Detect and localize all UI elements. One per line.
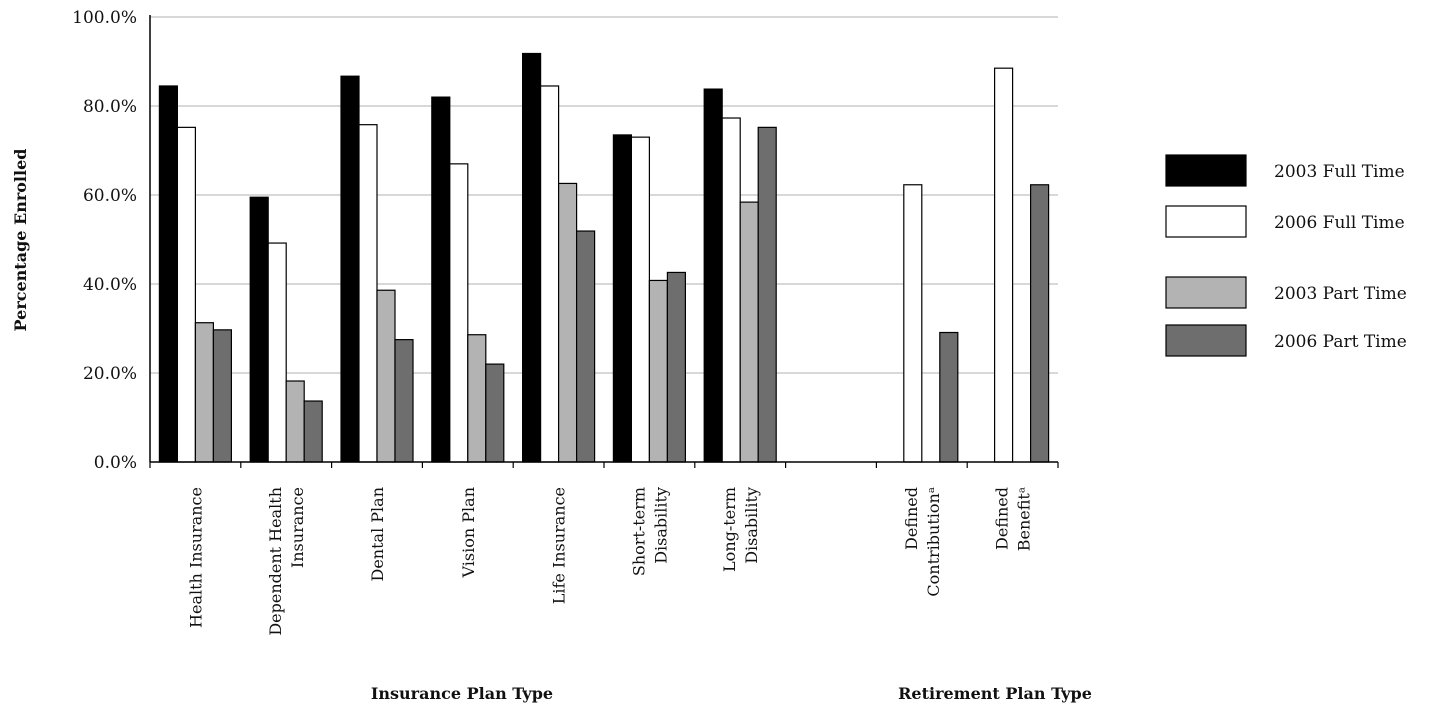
y-tick-label: 60.0% bbox=[83, 186, 137, 206]
x-category-label-line: Insurance bbox=[288, 487, 307, 568]
x-category-label-line: Disability bbox=[742, 487, 761, 564]
legend-swatch bbox=[1165, 154, 1247, 187]
bar bbox=[194, 322, 214, 463]
x-category-label-line: Life Insurance bbox=[550, 487, 569, 604]
legend-swatch bbox=[1165, 324, 1247, 357]
bar bbox=[212, 329, 232, 463]
legend-swatch bbox=[1165, 205, 1247, 238]
legend-label: 2006 Full Time bbox=[1274, 213, 1405, 233]
x-category-label-line: Dental Plan bbox=[368, 487, 387, 582]
y-tick-label: 0.0% bbox=[94, 453, 137, 473]
x-category-label-line: Defined bbox=[902, 487, 921, 550]
x-category-label: Short-term Disability bbox=[629, 487, 670, 576]
x-category-label: Long-term Disability bbox=[720, 487, 761, 572]
legend: 2003 Full Time 2006 Full Time 2003 Part Ti… bbox=[1165, 154, 1407, 357]
bar bbox=[666, 271, 687, 463]
bar bbox=[394, 339, 414, 463]
bar bbox=[176, 126, 196, 463]
legend-label: 2003 Part Time bbox=[1274, 284, 1407, 304]
x-category-label-line: Health Insurance bbox=[186, 487, 205, 628]
bar bbox=[340, 75, 360, 463]
x-category-label: Health Insurance bbox=[186, 487, 205, 628]
bar bbox=[721, 117, 741, 463]
bar bbox=[648, 279, 669, 463]
bar bbox=[467, 334, 487, 463]
legend-swatch bbox=[1165, 276, 1247, 309]
x-category-label-line: Benefitᵃ bbox=[1015, 487, 1034, 551]
bar bbox=[521, 52, 542, 463]
bar bbox=[993, 67, 1014, 463]
group-label-insurance: Insurance Plan Type bbox=[371, 684, 553, 703]
bars bbox=[158, 52, 1050, 463]
x-category-label-line: Dependent Health bbox=[266, 487, 285, 636]
bar bbox=[431, 96, 451, 463]
bar bbox=[249, 196, 269, 463]
x-category-label: Dental Plan bbox=[368, 487, 387, 582]
bar bbox=[376, 289, 396, 463]
x-category-label: Defined Benefitᵃ bbox=[993, 487, 1034, 551]
x-category-labels: Health Insurance Dependent Health Insuranc… bbox=[186, 487, 1033, 636]
bar bbox=[358, 124, 378, 463]
bar bbox=[1029, 184, 1050, 463]
x-category-label: Vision Plan bbox=[459, 487, 478, 578]
x-category-label-line: Long-term bbox=[720, 487, 739, 572]
bar bbox=[757, 126, 777, 463]
x-category-label-line: Defined bbox=[993, 487, 1012, 550]
bar bbox=[303, 400, 323, 463]
x-category-label-line: Contributionᵃ bbox=[924, 487, 943, 597]
x-category-label-line: Disability bbox=[651, 487, 670, 564]
x-category-label: Dependent Health Insurance bbox=[266, 487, 307, 636]
bar bbox=[939, 331, 959, 463]
x-category-label-line: Vision Plan bbox=[459, 487, 478, 578]
y-tick-label: 80.0% bbox=[83, 97, 137, 117]
y-axis-title: Percentage Enrolled bbox=[11, 149, 30, 332]
x-category-label-line: Short-term bbox=[629, 487, 648, 576]
bar bbox=[703, 88, 723, 463]
y-tick-labels: 0.0% 20.0% 40.0% 60.0% 80.0% 100.0% bbox=[72, 8, 137, 473]
bar bbox=[485, 363, 505, 463]
bar bbox=[575, 230, 596, 463]
bar bbox=[285, 380, 305, 463]
y-tick-label: 40.0% bbox=[83, 275, 137, 295]
bar bbox=[612, 134, 633, 463]
x-category-label: Life Insurance bbox=[550, 487, 569, 604]
legend-label: 2003 Full Time bbox=[1274, 162, 1405, 182]
bar bbox=[267, 242, 287, 463]
bar bbox=[630, 136, 651, 463]
y-tick-label: 100.0% bbox=[72, 8, 137, 28]
legend-label: 2006 Part Time bbox=[1274, 332, 1407, 352]
axes bbox=[149, 15, 1059, 468]
bar bbox=[158, 85, 178, 463]
bar bbox=[539, 85, 560, 463]
x-category-label: Defined Contributionᵃ bbox=[902, 487, 943, 597]
y-tick-label: 20.0% bbox=[83, 364, 137, 384]
bar bbox=[557, 182, 578, 463]
group-label-retirement: Retirement Plan Type bbox=[898, 684, 1092, 703]
bar bbox=[739, 201, 759, 463]
bar bbox=[449, 163, 469, 463]
bar bbox=[903, 184, 923, 463]
